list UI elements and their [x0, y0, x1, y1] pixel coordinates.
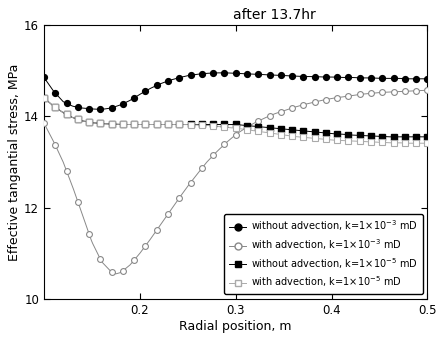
Title: after 13.7hr: after 13.7hr: [233, 8, 316, 22]
Legend: without advection, k=1$\times$10$^{-3}$ mD, with advection, k=1$\times$10$^{-3}$: without advection, k=1$\times$10$^{-3}$ …: [224, 213, 423, 294]
X-axis label: Radial position, m: Radial position, m: [179, 320, 292, 333]
Y-axis label: Effective tangantial stress, MPa: Effective tangantial stress, MPa: [8, 63, 21, 261]
